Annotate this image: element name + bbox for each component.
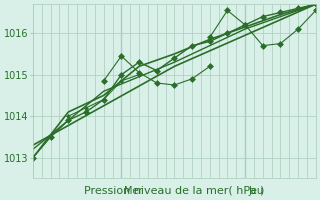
X-axis label: Pression niveau de la mer( hPa ): Pression niveau de la mer( hPa ) [84, 186, 265, 196]
Text: Mer: Mer [124, 186, 143, 196]
Text: Jeu: Jeu [248, 186, 263, 196]
